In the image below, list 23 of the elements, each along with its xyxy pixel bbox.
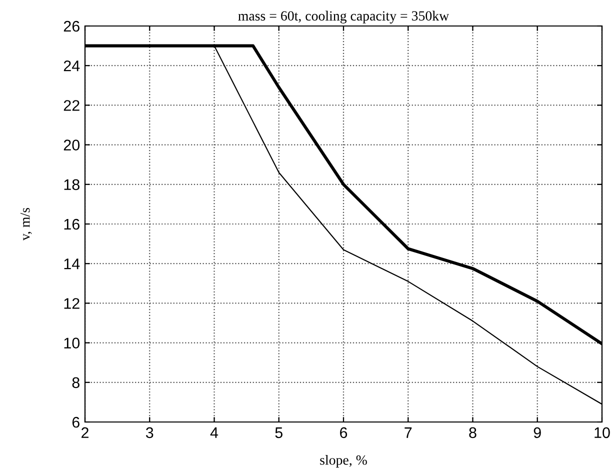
x-tick-label: 5 — [275, 427, 282, 438]
x-tick-label: 10 — [594, 427, 610, 438]
y-tick-label: 14 — [64, 258, 80, 270]
x-tick-label: 7 — [404, 427, 412, 438]
y-tick-label: 16 — [64, 218, 80, 230]
x-tick-label: 8 — [469, 427, 476, 438]
y-tick-label: 20 — [64, 140, 80, 150]
x-tick-label: 3 — [146, 427, 154, 438]
chart-title: mass = 60t, cooling capacity = 350kw — [238, 10, 450, 24]
y-tick-label: 8 — [72, 377, 80, 388]
x-tick-label: 2 — [82, 427, 88, 438]
y-tick-label: 18 — [64, 179, 80, 190]
x-tick-label: 6 — [340, 427, 348, 438]
x-tick-label: 9 — [534, 427, 541, 438]
x-axis-title: slope, % — [320, 454, 367, 468]
y-axis-title: v, m/s — [20, 208, 32, 241]
y-tick-label: 24 — [64, 60, 80, 72]
y-tick-label: 6 — [72, 416, 80, 428]
y-tick-label: 26 — [64, 20, 80, 32]
y-tick-label: 12 — [64, 298, 80, 309]
y-tick-label: 22 — [64, 100, 80, 111]
y-tick-label: 10 — [64, 338, 80, 348]
x-tick-label: 4 — [210, 427, 218, 438]
